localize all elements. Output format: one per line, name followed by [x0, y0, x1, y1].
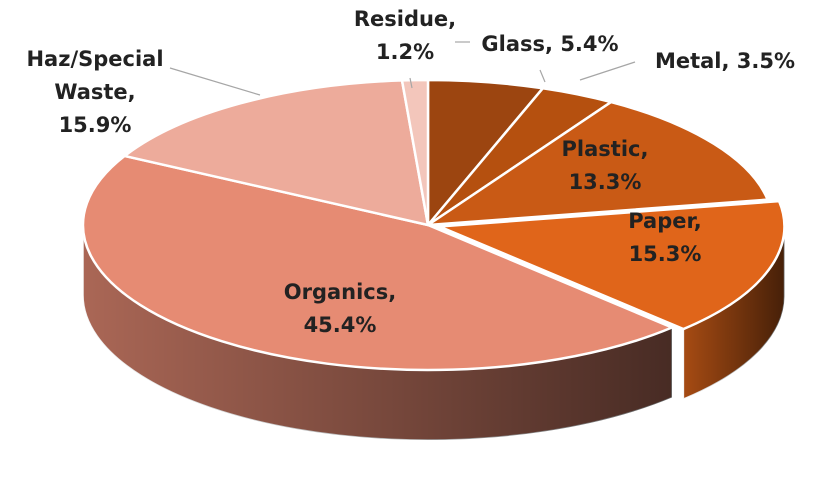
- leader-line: [539, 69, 546, 83]
- data-label-line: 15.3%: [629, 242, 702, 266]
- slice-top-group: [121, 79, 430, 227]
- slice: [81, 154, 676, 372]
- data-label: Organics, 45.4%: [284, 280, 397, 337]
- slice-top-group: [423, 100, 770, 227]
- pie-tops: [81, 78, 786, 372]
- slice-side-shade: [83, 225, 672, 440]
- slice-top-group: [438, 199, 786, 331]
- data-label-line: Residue,: [354, 7, 456, 31]
- slice: [400, 78, 430, 226]
- slice: [423, 100, 770, 227]
- leader-line: [579, 61, 636, 81]
- data-label: Glass, 5.4%: [481, 32, 618, 56]
- data-label-line: 1.2%: [376, 40, 434, 64]
- data-label-line: Metal, 3.5%: [655, 49, 795, 73]
- data-label-line: 13.3%: [569, 170, 642, 194]
- data-label: Haz/Special Waste, 15.9%: [26, 47, 163, 137]
- data-label-line: Plastic,: [562, 137, 649, 161]
- leader-line: [409, 77, 413, 89]
- data-label: Plastic, 13.3%: [562, 137, 649, 194]
- data-label-line: Glass, 5.4%: [481, 32, 618, 56]
- data-label-line: Haz/Special: [26, 47, 163, 71]
- slice-top-group: [81, 154, 676, 372]
- data-label: Residue, 1.2%: [354, 7, 456, 64]
- data-label-line: Waste,: [54, 80, 135, 104]
- data-label: Paper, 15.3%: [628, 209, 702, 266]
- slice: [438, 199, 786, 331]
- leader-lines: [169, 41, 636, 96]
- slice-top-group: [400, 78, 430, 226]
- data-label-line: 15.9%: [59, 113, 132, 137]
- data-label-line: Organics,: [284, 280, 397, 304]
- slice: [121, 79, 430, 227]
- data-label-line: 45.4%: [304, 313, 377, 337]
- slice-side-shade: [683, 226, 785, 400]
- data-label: Metal, 3.5%: [655, 49, 795, 73]
- leader-line: [169, 67, 261, 96]
- data-labels: Glass, 5.4% Metal, 3.5% Plastic, 13.3% Paper…: [26, 7, 795, 337]
- data-label-line: Paper,: [628, 209, 702, 233]
